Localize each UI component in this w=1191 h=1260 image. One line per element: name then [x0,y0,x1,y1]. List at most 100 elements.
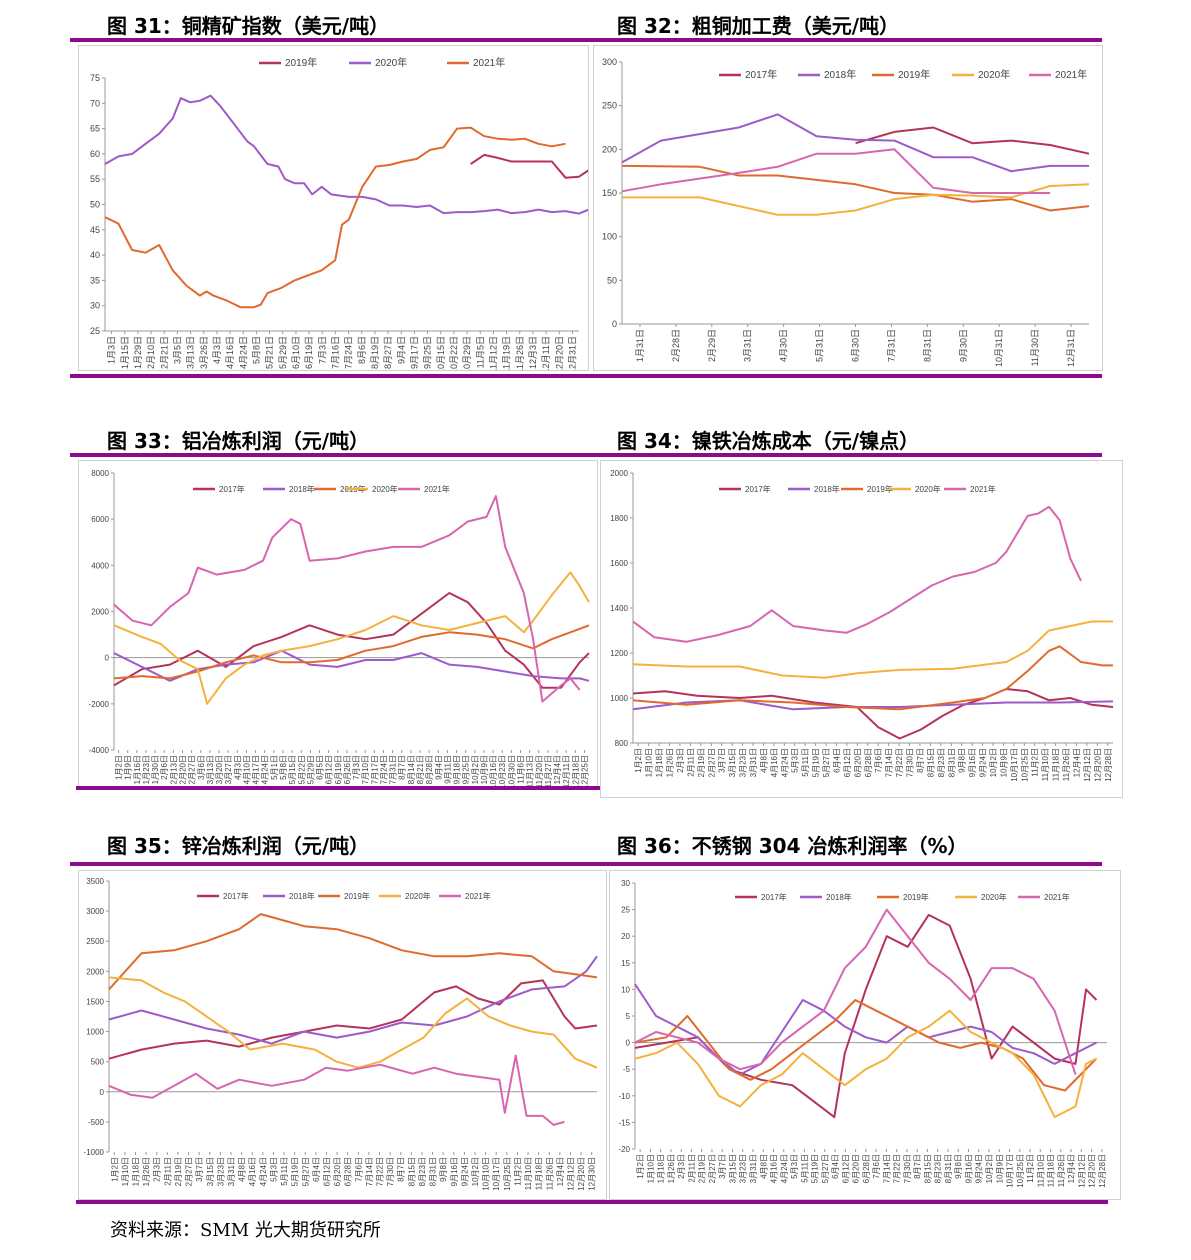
x-tick-label: 8月23日 [934,1154,943,1183]
x-tick-label: 6月28日 [862,1154,871,1183]
x-tick-label: 8月21日 [416,755,425,784]
y-tick-label: 300 [602,57,617,67]
legend-label: 2020年 [375,56,407,69]
x-tick-label: 11月18日 [1047,1154,1056,1187]
y-tick-label: 55 [90,174,100,184]
x-tick-label: 4月10日 [242,755,251,784]
x-tick-label: 1月18日 [657,1154,666,1183]
x-tick-label: 5月27日 [301,1157,310,1186]
x-tick-label: 9月17日 [409,336,419,369]
y-tick-label: 1200 [610,649,628,658]
x-tick-label: 4月24日 [238,336,248,369]
series-line-2021年 [621,148,1051,194]
y-tick-label: 20 [621,932,630,941]
x-tick-label: 11月10日 [1041,748,1050,781]
x-tick-label: 12月31日 [1066,329,1076,367]
x-tick-label: 9月25日 [462,755,471,784]
x-tick-label: 1月10日 [646,1154,655,1183]
y-tick-label: 6000 [91,515,109,524]
x-tick-label: 4月16日 [770,1154,779,1183]
x-tick-label: 7月24日 [379,755,388,784]
x-tick-label: 1月30日 [151,755,160,784]
legend-label: 2017年 [761,892,787,902]
y-tick-label: 800 [615,739,629,748]
x-tick-label: 12月12日 [566,1157,575,1191]
fig31-panel: 25 30 35 40 45 50 55 60 65 70 75 1月3日 1月15日 1月29日 2月10… [78,45,589,371]
x-tick-label: 1月18日 [132,1157,141,1186]
x-tick-label: 12月20日 [1093,748,1102,782]
divider-mid-2 [76,786,600,790]
x-tick-label: 2月11日 [163,1157,172,1186]
x-tick-label: 4月16日 [770,748,779,777]
legend-label: 2018年 [289,891,315,901]
y-tick-label: 0 [105,654,110,663]
x-tick-label: 10月17日 [1010,748,1019,782]
x-tick-label: 8月31日 [429,1157,438,1186]
x-tick-label: 5月22日 [297,755,306,784]
x-tick-label: 9月24日 [460,1157,469,1186]
x-tick-label: 4月30日 [779,329,789,362]
x-tick-label: 8月23日 [418,1157,427,1186]
x-tick-label: 12月11日 [541,336,551,370]
x-tick-label: 5月3日 [790,1154,799,1179]
x-tick-label: 12月4日 [1072,748,1081,777]
x-tick-label: 3月31日 [749,1154,758,1183]
x-tick-label: 5月31日 [815,329,825,362]
legend-label: 2017年 [745,484,771,494]
x-tick-label: 2月19日 [698,1154,707,1183]
y-tick-label: 150 [602,188,617,198]
x-tick-label: 10月29日 [462,336,472,370]
x-tick-label: 4月24日 [261,755,270,784]
x-tick-label: 10月23日 [498,755,507,787]
x-tick-label: 11月18日 [1052,748,1061,781]
y-tick-label: 40 [90,250,100,260]
x-tick-label: 7月17日 [370,755,379,784]
x-tick-label: 7月24日 [344,336,354,369]
legend-label: 2018年 [814,484,840,494]
x-tick-label: 7月14日 [885,748,894,777]
x-tick-label: 7月30日 [903,1154,912,1183]
y-tick-label: 65 [90,124,100,134]
x-tick-label: 5月11日 [801,748,810,777]
y-tick-label: 45 [90,225,100,235]
x-tick-label: 4月16日 [225,336,235,369]
x-tick-label: 12月12日 [1083,748,1092,782]
x-tick-label: 5月21日 [265,336,275,369]
y-tick-label: 25 [90,326,100,336]
x-tick-label: 8月7日 [913,1154,922,1179]
y-tick-label: 50 [607,275,617,285]
x-tick-label: 6月20日 [333,1157,342,1186]
x-tick-label: 5月15日 [288,755,297,784]
fig33-chart: -4000 -2000 0 2000 4000 6000 8000 1月2日 1月9日 1月16日… [89,469,590,787]
x-tick-label: 12月11日 [562,755,571,787]
x-tick-label: 7月3日 [352,755,361,780]
x-tick-label: 11月13日 [526,755,535,787]
legend-label: 2021年 [1055,68,1087,81]
x-tick-label: 1月9日 [124,755,133,780]
x-tick-label: 9月24日 [979,748,988,777]
legend-label: 2019年 [867,484,893,494]
x-tick-label: 10月25日 [1020,748,1029,782]
x-tick-label: 5月11日 [280,1157,289,1186]
x-tick-label: 3月26日 [199,336,209,369]
x-tick-label: 8月31日 [944,1154,953,1183]
series-line-2019年 [621,164,1090,212]
x-tick-label: 3月31日 [749,748,758,777]
legend-label: 2020年 [405,891,431,901]
y-tick-label: 1600 [610,559,628,568]
series-line-2018年 [621,113,1089,173]
y-tick-label: 500 [91,1058,105,1067]
x-tick-label: 4月8日 [238,1157,247,1182]
y-tick-label: 35 [90,275,100,285]
y-tick-label: -20 [618,1145,630,1154]
series-line-2021年 [634,908,1077,1075]
x-tick-label: 6月12日 [841,1154,850,1183]
y-tick-label: 5 [626,1012,631,1021]
y-tick-label: 0 [100,1088,105,1097]
series-line-2021年 [104,126,566,309]
x-tick-label: 7月6日 [354,1157,363,1182]
x-tick-label: 12月20日 [577,1157,586,1191]
x-tick-label: 10月30日 [507,755,516,787]
legend-label: 2017年 [219,484,245,494]
x-tick-label: 10月2日 [471,755,480,784]
